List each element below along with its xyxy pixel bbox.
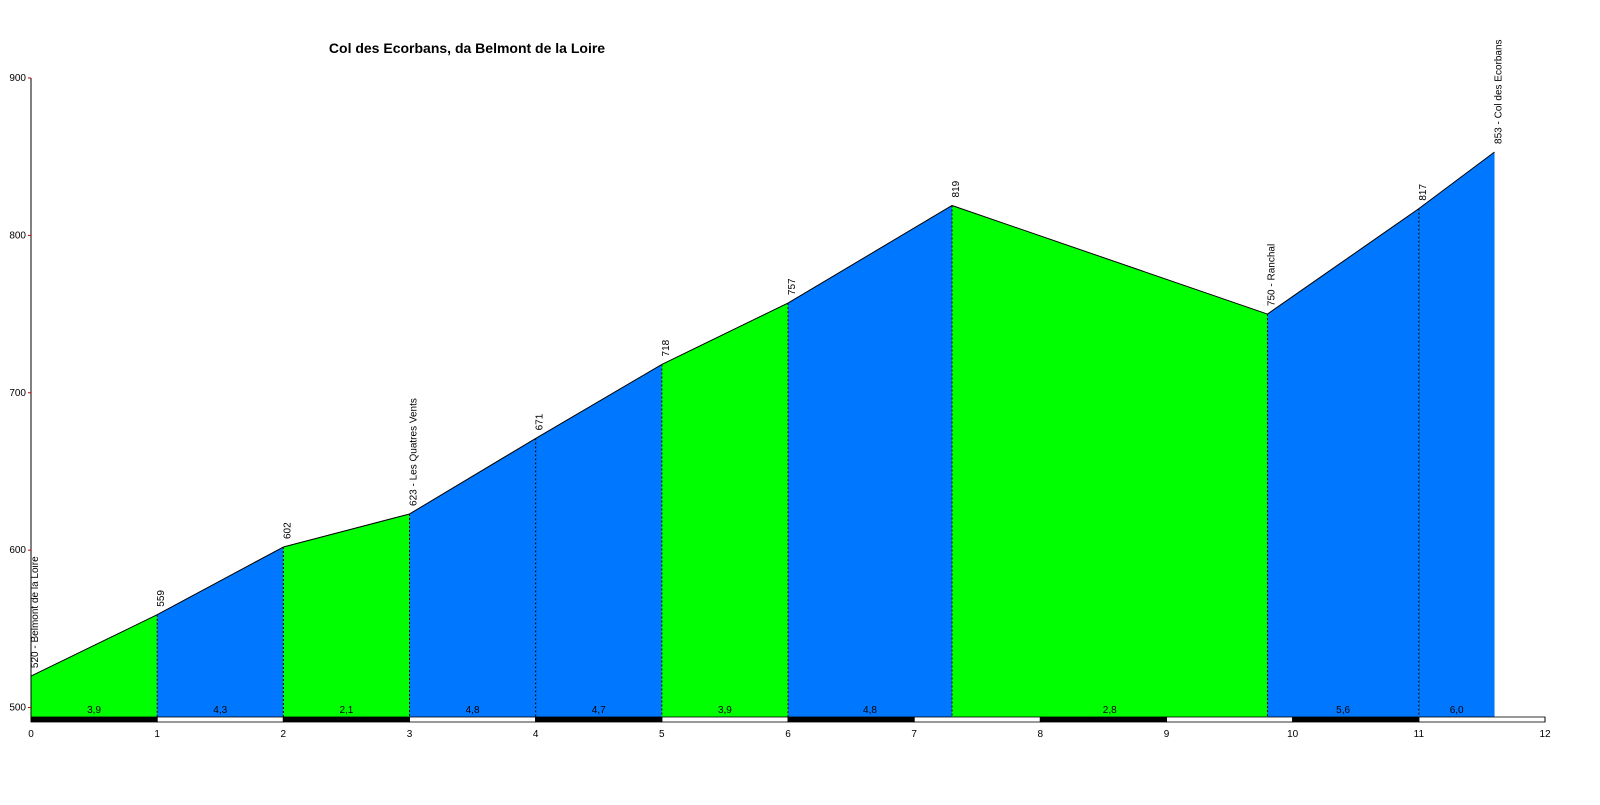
- gradient-label: 2,1: [339, 705, 353, 716]
- point-label: 623 - Les Quatres Vents: [409, 398, 420, 506]
- scale-bar: [156, 716, 284, 723]
- scale-bar: [787, 716, 915, 723]
- gradient-label: 3,9: [718, 705, 732, 716]
- x-tick-label: 9: [1164, 729, 1170, 740]
- gradient-label: 4,3: [213, 705, 227, 716]
- point-label: 819: [951, 180, 962, 197]
- profile-segment: [1267, 208, 1419, 718]
- profile-segment: [535, 364, 662, 717]
- profile-edge: [535, 364, 663, 439]
- profile-edge: [409, 437, 536, 515]
- scale-bar: [30, 716, 158, 723]
- profile-segment: [1418, 151, 1495, 717]
- x-tick-label: 12: [1539, 729, 1551, 740]
- profile-edge: [787, 205, 953, 304]
- scale-bar: [1039, 716, 1167, 723]
- x-tick-label: 0: [28, 729, 34, 740]
- profile-edge: [951, 205, 1268, 315]
- chart-title: Col des Ecorbans, da Belmont de la Loire: [329, 40, 605, 56]
- profile-segment: [952, 205, 1268, 717]
- point-label: 520 - Belmont de la Loire: [30, 556, 41, 668]
- point-label: 853 - Col des Ecorbans: [1494, 39, 1505, 144]
- y-tick-label: 800: [9, 230, 26, 241]
- y-tick-label: 700: [9, 388, 26, 399]
- gradient-label: 6,0: [1450, 705, 1464, 716]
- scale-bar: [535, 716, 663, 723]
- gradient-label: 5,6: [1336, 705, 1350, 716]
- gradient-label: 2,8: [1103, 705, 1117, 716]
- profile-segment: [283, 513, 410, 717]
- x-tick-label: 8: [1038, 729, 1044, 740]
- point-label: 718: [661, 339, 672, 356]
- profile-edge: [1418, 151, 1495, 210]
- y-tick-label: 500: [9, 703, 26, 714]
- x-tick-label: 3: [407, 729, 413, 740]
- point-label: 602: [282, 522, 293, 539]
- profile-segment: [409, 438, 536, 717]
- profile-segment: [157, 547, 284, 717]
- gradient-label: 4,8: [863, 705, 877, 716]
- scale-bar: [1292, 716, 1420, 723]
- x-tick-label: 2: [281, 729, 287, 740]
- scale-bar: [1166, 716, 1294, 723]
- scale-bar: [1418, 716, 1546, 723]
- point-label: 671: [535, 413, 546, 430]
- profile-segment: [788, 205, 953, 717]
- point-label: 817: [1418, 184, 1429, 201]
- x-tick-label: 4: [533, 729, 539, 740]
- gradient-label: 3,9: [87, 705, 101, 716]
- x-tick-label: 7: [911, 729, 917, 740]
- scale-bar: [409, 716, 537, 723]
- profile-segment: [661, 303, 788, 717]
- profile-edge: [1267, 208, 1420, 315]
- x-tick-label: 1: [154, 729, 160, 740]
- x-tick-label: 10: [1287, 729, 1299, 740]
- scale-bar: [282, 716, 410, 723]
- profile-segment: [31, 614, 158, 717]
- x-tick-label: 6: [785, 729, 791, 740]
- point-label: 750 - Ranchal: [1266, 244, 1277, 306]
- profile-edge: [30, 614, 158, 677]
- profile-edge: [283, 513, 410, 548]
- point-label: 757: [787, 278, 798, 295]
- y-tick-label: 900: [9, 73, 26, 84]
- scale-bar: [913, 716, 1041, 723]
- x-tick-label: 11: [1414, 729, 1425, 740]
- profile-edge: [661, 302, 789, 365]
- y-tick-label: 600: [9, 545, 26, 556]
- gradient-label: 4,8: [466, 705, 480, 716]
- point-label: 559: [156, 590, 167, 607]
- profile-edge: [156, 546, 284, 616]
- scale-bar: [661, 716, 789, 723]
- x-tick-label: 5: [659, 729, 665, 740]
- gradient-label: 4,7: [592, 705, 606, 716]
